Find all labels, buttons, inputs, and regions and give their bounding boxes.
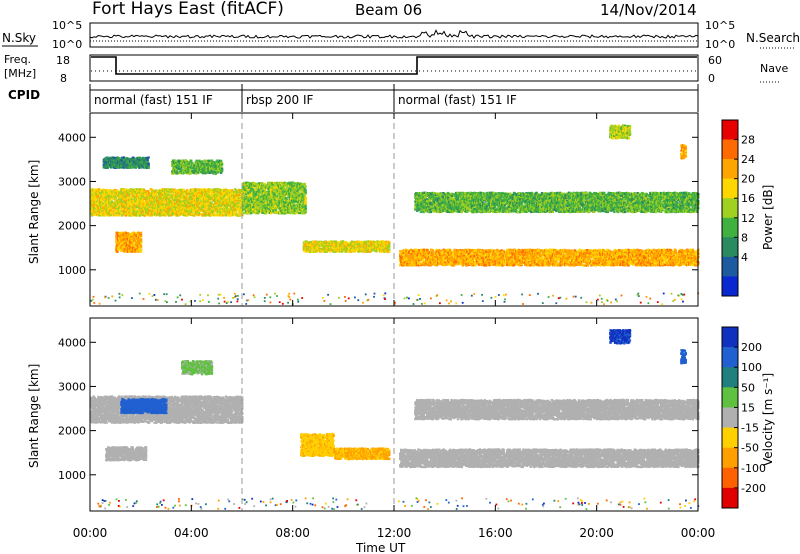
nsky-line (90, 30, 698, 38)
freq-label-line1: Freq. (4, 53, 31, 66)
power-heatmap (90, 113, 700, 306)
cpid-segment-label: normal (fast) 151 IF (398, 93, 517, 107)
freq-tick-bottom: 8 (60, 72, 67, 85)
heatmap-cell (104, 214, 106, 216)
nsearch-label: N.Search (746, 31, 800, 45)
nave-label: Nave (760, 62, 788, 75)
nsearch-tick-bottom: 10^0 (705, 38, 735, 51)
freq-trace (91, 57, 697, 74)
nave-tick-bottom: 0 (708, 72, 715, 85)
nsky-tick-top: 10^5 (52, 19, 82, 32)
cpid-segment-label: rbsp 200 IF (246, 93, 313, 107)
nave-tick-top: 60 (708, 54, 722, 67)
date-label: 14/Nov/2014 (600, 1, 697, 19)
freq-panel-frame (90, 55, 698, 81)
nsky-label: N.Sky (2, 31, 36, 45)
heatmap-cell (143, 215, 145, 217)
nsky-tick-bottom: 10^0 (52, 38, 82, 51)
cpid-segment-label: normal (fast) 151 IF (94, 93, 213, 107)
station-title: Fort Hays East (fitACF) (92, 0, 284, 19)
heatmap-cell (120, 212, 122, 214)
beam-label: Beam 06 (355, 1, 422, 19)
freq-label-line2: [MHz] (4, 67, 36, 80)
nsearch-tick-top: 10^5 (705, 19, 735, 32)
heatmap-cell (128, 207, 130, 209)
nsky-panel-frame (90, 23, 698, 47)
cpid-bar: normal (fast) 151 IF rbsp 200 IF normal (f… (90, 84, 698, 112)
chart-canvas: Fort Hays East (fitACF) Beam 06 14/Nov/2… (0, 0, 800, 554)
cpid-label: CPID (8, 88, 40, 102)
nsky-trace (90, 30, 698, 41)
freq-tick-top: 18 (56, 54, 70, 67)
heatmap-cell (93, 214, 95, 216)
